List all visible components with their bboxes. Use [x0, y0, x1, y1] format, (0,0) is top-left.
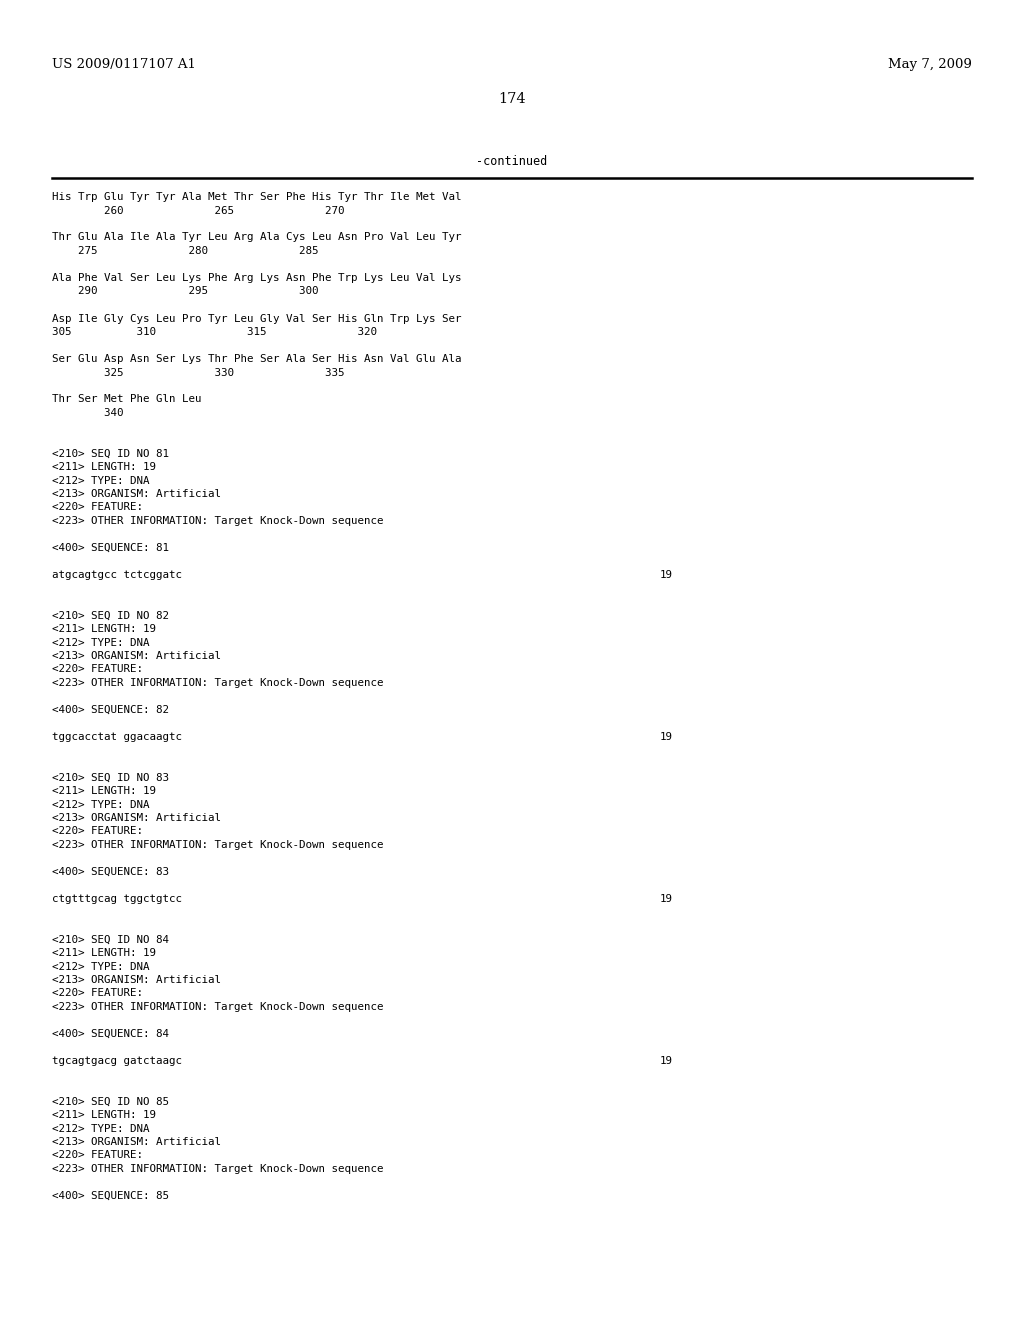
- Text: <212> TYPE: DNA: <212> TYPE: DNA: [52, 638, 150, 648]
- Text: <223> OTHER INFORMATION: Target Knock-Down sequence: <223> OTHER INFORMATION: Target Knock-Do…: [52, 840, 384, 850]
- Text: Thr Glu Ala Ile Ala Tyr Leu Arg Ala Cys Leu Asn Pro Val Leu Tyr: Thr Glu Ala Ile Ala Tyr Leu Arg Ala Cys …: [52, 232, 462, 243]
- Text: 275              280              285: 275 280 285: [52, 246, 318, 256]
- Text: <212> TYPE: DNA: <212> TYPE: DNA: [52, 961, 150, 972]
- Text: <211> LENGTH: 19: <211> LENGTH: 19: [52, 948, 156, 958]
- Text: <211> LENGTH: 19: <211> LENGTH: 19: [52, 624, 156, 634]
- Text: -continued: -continued: [476, 154, 548, 168]
- Text: 290              295              300: 290 295 300: [52, 286, 318, 297]
- Text: <210> SEQ ID NO 82: <210> SEQ ID NO 82: [52, 610, 169, 620]
- Text: <220> FEATURE:: <220> FEATURE:: [52, 1151, 143, 1160]
- Text: ctgtttgcag tggctgtcc: ctgtttgcag tggctgtcc: [52, 894, 182, 904]
- Text: <220> FEATURE:: <220> FEATURE:: [52, 503, 143, 512]
- Text: Thr Ser Met Phe Gln Leu: Thr Ser Met Phe Gln Leu: [52, 395, 202, 404]
- Text: <210> SEQ ID NO 83: <210> SEQ ID NO 83: [52, 772, 169, 783]
- Text: <400> SEQUENCE: 85: <400> SEQUENCE: 85: [52, 1191, 169, 1201]
- Text: <400> SEQUENCE: 81: <400> SEQUENCE: 81: [52, 543, 169, 553]
- Text: <223> OTHER INFORMATION: Target Knock-Down sequence: <223> OTHER INFORMATION: Target Knock-Do…: [52, 1164, 384, 1173]
- Text: May 7, 2009: May 7, 2009: [888, 58, 972, 71]
- Text: <400> SEQUENCE: 82: <400> SEQUENCE: 82: [52, 705, 169, 715]
- Text: US 2009/0117107 A1: US 2009/0117107 A1: [52, 58, 196, 71]
- Text: atgcagtgcc tctcggatc: atgcagtgcc tctcggatc: [52, 570, 182, 579]
- Text: <213> ORGANISM: Artificial: <213> ORGANISM: Artificial: [52, 488, 221, 499]
- Text: 19: 19: [660, 570, 673, 579]
- Text: <211> LENGTH: 19: <211> LENGTH: 19: [52, 785, 156, 796]
- Text: Ser Glu Asp Asn Ser Lys Thr Phe Ser Ala Ser His Asn Val Glu Ala: Ser Glu Asp Asn Ser Lys Thr Phe Ser Ala …: [52, 354, 462, 364]
- Text: <220> FEATURE:: <220> FEATURE:: [52, 989, 143, 998]
- Text: <210> SEQ ID NO 81: <210> SEQ ID NO 81: [52, 449, 169, 458]
- Text: 19: 19: [660, 733, 673, 742]
- Text: <400> SEQUENCE: 84: <400> SEQUENCE: 84: [52, 1030, 169, 1039]
- Text: tgcagtgacg gatctaagc: tgcagtgacg gatctaagc: [52, 1056, 182, 1067]
- Text: <210> SEQ ID NO 85: <210> SEQ ID NO 85: [52, 1097, 169, 1106]
- Text: 19: 19: [660, 894, 673, 904]
- Text: <400> SEQUENCE: 83: <400> SEQUENCE: 83: [52, 867, 169, 876]
- Text: <213> ORGANISM: Artificial: <213> ORGANISM: Artificial: [52, 813, 221, 822]
- Text: His Trp Glu Tyr Tyr Ala Met Thr Ser Phe His Tyr Thr Ile Met Val: His Trp Glu Tyr Tyr Ala Met Thr Ser Phe …: [52, 191, 462, 202]
- Text: <211> LENGTH: 19: <211> LENGTH: 19: [52, 1110, 156, 1119]
- Text: Asp Ile Gly Cys Leu Pro Tyr Leu Gly Val Ser His Gln Trp Lys Ser: Asp Ile Gly Cys Leu Pro Tyr Leu Gly Val …: [52, 314, 462, 323]
- Text: <212> TYPE: DNA: <212> TYPE: DNA: [52, 1123, 150, 1134]
- Text: 174: 174: [499, 92, 525, 106]
- Text: <212> TYPE: DNA: <212> TYPE: DNA: [52, 475, 150, 486]
- Text: 19: 19: [660, 1056, 673, 1067]
- Text: <213> ORGANISM: Artificial: <213> ORGANISM: Artificial: [52, 975, 221, 985]
- Text: <223> OTHER INFORMATION: Target Knock-Down sequence: <223> OTHER INFORMATION: Target Knock-Do…: [52, 516, 384, 525]
- Text: tggcacctat ggacaagtc: tggcacctat ggacaagtc: [52, 733, 182, 742]
- Text: 305          310              315              320: 305 310 315 320: [52, 327, 377, 337]
- Text: <223> OTHER INFORMATION: Target Knock-Down sequence: <223> OTHER INFORMATION: Target Knock-Do…: [52, 1002, 384, 1012]
- Text: <213> ORGANISM: Artificial: <213> ORGANISM: Artificial: [52, 651, 221, 661]
- Text: <220> FEATURE:: <220> FEATURE:: [52, 826, 143, 837]
- Text: 325              330              335: 325 330 335: [52, 367, 344, 378]
- Text: <211> LENGTH: 19: <211> LENGTH: 19: [52, 462, 156, 473]
- Text: <212> TYPE: DNA: <212> TYPE: DNA: [52, 800, 150, 809]
- Text: 340: 340: [52, 408, 124, 418]
- Text: <220> FEATURE:: <220> FEATURE:: [52, 664, 143, 675]
- Text: <223> OTHER INFORMATION: Target Knock-Down sequence: <223> OTHER INFORMATION: Target Knock-Do…: [52, 678, 384, 688]
- Text: <210> SEQ ID NO 84: <210> SEQ ID NO 84: [52, 935, 169, 945]
- Text: <213> ORGANISM: Artificial: <213> ORGANISM: Artificial: [52, 1137, 221, 1147]
- Text: 260              265              270: 260 265 270: [52, 206, 344, 215]
- Text: Ala Phe Val Ser Leu Lys Phe Arg Lys Asn Phe Trp Lys Leu Val Lys: Ala Phe Val Ser Leu Lys Phe Arg Lys Asn …: [52, 273, 462, 282]
